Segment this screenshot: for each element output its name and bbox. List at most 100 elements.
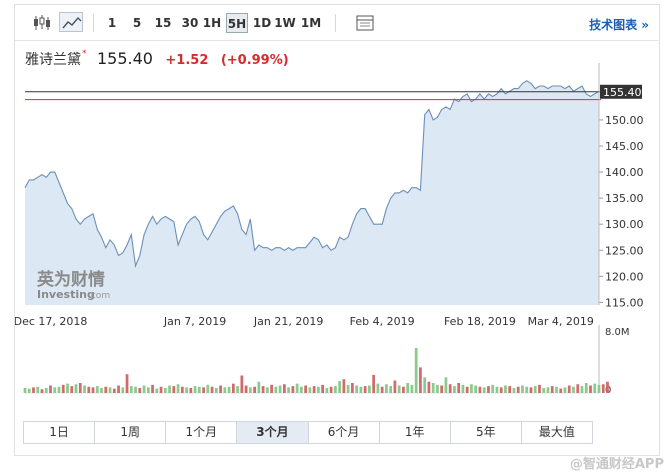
- y-tick-label: 150.00: [605, 114, 644, 127]
- interval-30-button[interactable]: 30: [181, 16, 199, 30]
- volume-bar: [197, 386, 201, 393]
- volume-bar: [32, 387, 35, 393]
- volume-bar: [338, 381, 342, 393]
- y-tick-label: 145.00: [605, 140, 644, 153]
- interval-5-button[interactable]: 5: [132, 16, 142, 30]
- volume-bar: [457, 383, 461, 393]
- volume-bar: [146, 387, 150, 393]
- volume-bar: [453, 386, 456, 393]
- interval-1-button[interactable]: 1: [107, 16, 117, 30]
- volume-bar: [278, 385, 282, 393]
- y-tick-label: 140.00: [605, 166, 644, 179]
- volume-bar: [151, 384, 154, 393]
- volume-bar: [606, 381, 609, 393]
- volume-bar: [555, 386, 558, 393]
- y-tick-label: 115.00: [605, 296, 644, 309]
- range-button-2[interactable]: 1个月: [166, 422, 238, 443]
- last-price-label: 155.40: [603, 86, 642, 99]
- range-button-1[interactable]: 1周: [95, 422, 167, 443]
- range-button-6[interactable]: 5年: [450, 422, 522, 443]
- chart-toolbar: 1 5 15 30 1H 5H 1D 1W 1M 技术图表 »: [15, 5, 659, 41]
- volume-bar: [533, 386, 537, 393]
- volume-bar: [100, 388, 103, 393]
- volume-bar: [57, 386, 61, 393]
- range-button-0[interactable]: 1日: [24, 422, 96, 443]
- price-area: [25, 80, 599, 305]
- volume-bar: [257, 381, 261, 393]
- interval-1h-button[interactable]: 1H: [202, 16, 222, 30]
- volume-bar: [193, 386, 197, 393]
- technical-chart-link[interactable]: 技术图表 »: [589, 18, 649, 32]
- range-button-5[interactable]: 1年: [379, 422, 451, 443]
- area-chart-icon[interactable]: [59, 12, 83, 32]
- volume-bar: [516, 386, 520, 393]
- range-button-7[interactable]: 最大值: [521, 422, 592, 443]
- toolbar-divider: [335, 14, 336, 32]
- volume-bar: [572, 386, 575, 393]
- candlestick-icon[interactable]: [29, 12, 53, 32]
- volume-bar: [36, 386, 40, 393]
- volume-bar: [376, 383, 380, 393]
- volume-bar: [410, 384, 414, 393]
- volume-bar: [83, 385, 86, 393]
- volume-bar: [168, 385, 171, 393]
- y-tick-label: 125.00: [605, 244, 644, 257]
- volume-bar: [244, 385, 248, 393]
- volume-bar: [317, 386, 320, 393]
- volume-bar: [436, 384, 439, 393]
- volume-bar: [342, 379, 346, 393]
- volume-bar: [593, 383, 597, 393]
- interval-15-button[interactable]: 15: [154, 16, 172, 30]
- volume-bar: [363, 386, 367, 393]
- volume-bar: [231, 383, 235, 393]
- volume-bar: [423, 377, 427, 393]
- volume-bar: [372, 374, 376, 393]
- x-tick-label: Jan 21, 2019: [253, 315, 323, 328]
- interval-1w-button[interactable]: 1W: [274, 16, 296, 30]
- x-tick-label: Jan 7, 2019: [163, 315, 226, 328]
- range-button-3[interactable]: 3个月: [237, 422, 309, 443]
- realtime-marker: *: [82, 49, 87, 59]
- x-tick-label: Mar 4, 2019: [528, 315, 594, 328]
- volume-bar: [580, 386, 584, 393]
- volume-bar: [270, 384, 273, 393]
- volume-bar: [440, 385, 444, 393]
- interval-5h-button[interactable]: 5H: [226, 13, 248, 33]
- interval-1d-button[interactable]: 1D: [252, 16, 272, 30]
- volume-bar: [125, 374, 129, 393]
- volume-bar: [40, 389, 44, 393]
- volume-bar: [567, 385, 571, 393]
- volume-bar: [589, 385, 592, 393]
- volume-bar: [214, 388, 218, 393]
- source-watermark: @智通财经APP: [569, 457, 664, 472]
- volume-bar: [176, 384, 180, 393]
- volume-bar: [312, 386, 316, 393]
- volume-bar: [117, 385, 120, 393]
- volume-bar: [70, 386, 74, 393]
- y-tick-label: 130.00: [605, 218, 644, 231]
- interval-1m-button[interactable]: 1M: [300, 16, 322, 30]
- volume-bar: [210, 386, 214, 393]
- indicator-panel-icon[interactable]: [352, 12, 376, 32]
- investing-logo-en: Investing: [37, 288, 95, 301]
- volume-bar: [355, 385, 359, 393]
- volume-bar: [223, 387, 227, 393]
- volume-bar: [359, 386, 363, 393]
- volume-bar: [448, 384, 452, 393]
- volume-bar: [482, 387, 486, 393]
- volume-bar: [104, 386, 108, 393]
- volume-bar: [546, 387, 550, 393]
- volume-bar: [108, 387, 112, 393]
- volume-bar: [189, 388, 193, 393]
- volume-bar: [49, 385, 52, 393]
- volume-bar: [304, 385, 307, 393]
- volume-bar: [236, 386, 239, 393]
- range-button-4[interactable]: 6个月: [308, 422, 380, 443]
- volume-bar: [397, 385, 401, 393]
- volume-bar: [444, 377, 448, 393]
- quote-header: 雅诗兰黛* 155.40 +1.52 (+0.99%): [25, 49, 289, 71]
- volume-bar: [470, 384, 473, 393]
- volume-bar: [525, 386, 529, 393]
- volume-bar: [138, 388, 142, 393]
- volume-bar: [163, 388, 167, 393]
